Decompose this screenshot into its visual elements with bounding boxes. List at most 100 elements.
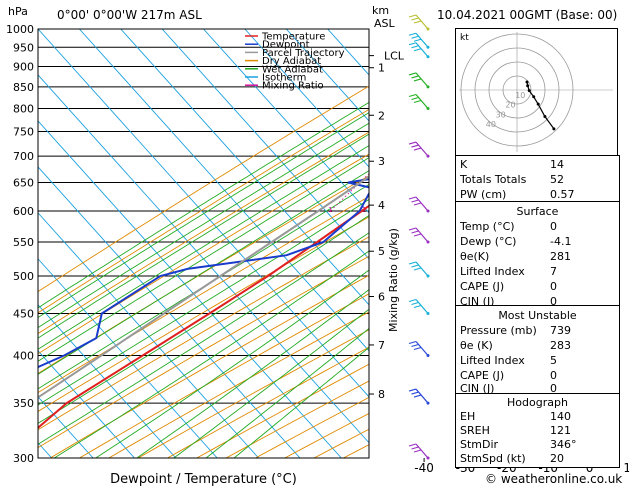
- asl-unit-label: ASL: [374, 17, 395, 30]
- mu-thetae-label: θe (K): [460, 339, 493, 352]
- pressure-tick-label: 350: [13, 397, 34, 410]
- isotherm-line: [203, 29, 369, 214]
- isotherm-line: [38, 166, 301, 458]
- wind-barb-base: [426, 353, 430, 357]
- wind-barb-flag: [411, 75, 419, 79]
- temp-tick-label: -40: [414, 461, 434, 475]
- index-tt-label: Totals Totals: [460, 173, 527, 186]
- pressure-tick-label: 700: [13, 150, 34, 163]
- wind-barb-flag: [408, 14, 417, 18]
- hodo-sreh-value: 121: [550, 424, 571, 437]
- mu-thetae-value: 283: [550, 339, 571, 352]
- hodograph-point: [536, 102, 540, 106]
- legend-label: Isotherm: [262, 73, 306, 84]
- km-tick-label: 1: [378, 62, 385, 75]
- indices-box: K 14 Totals Totals 52 PW (cm) 0.57: [455, 155, 620, 204]
- hodograph-point: [525, 80, 529, 84]
- wind-barb-flag: [411, 35, 419, 39]
- wind-barb-flag: [408, 443, 417, 447]
- surface-title: Surface: [516, 205, 559, 218]
- wind-barb-flag: [408, 32, 417, 36]
- hodo-stmspd-value: 20: [550, 452, 564, 465]
- hodo-stmdir-label: StmDir: [460, 438, 499, 451]
- wet-adiabat-line: [38, 183, 369, 390]
- wind-barb-flag: [411, 391, 419, 395]
- wind-barb-flag: [413, 20, 422, 24]
- wind-barb-flag: [413, 147, 422, 151]
- wind-barb-staff: [415, 141, 429, 157]
- index-pw-value: 0.57: [550, 188, 575, 201]
- mu-pressure-value: 739: [550, 324, 571, 337]
- hodo-stmspd-label: StmSpd (kt): [460, 452, 526, 465]
- wet-adiabat-line: [38, 232, 369, 445]
- km-tick-label: 5: [378, 245, 385, 258]
- wind-barb-flag: [411, 199, 419, 203]
- hodograph-ring-label: 40: [486, 120, 496, 129]
- hodo-sreh-label: SREH: [460, 424, 490, 437]
- wind-barb-base: [426, 55, 430, 59]
- mu-cape-label: CAPE (J): [460, 369, 505, 382]
- dry-adiabat-line: [108, 311, 369, 458]
- dry-adiabat-line: [38, 216, 369, 412]
- legend-label: Dewpoint: [262, 40, 310, 51]
- pressure-tick-label: 400: [13, 349, 34, 362]
- wet-adiabat-line: [38, 214, 369, 424]
- wind-barb-flag: [413, 202, 422, 206]
- km-tick-label: 3: [378, 155, 385, 168]
- surface-li-label: Lifted Index: [460, 265, 525, 278]
- wind-barb-base: [426, 154, 430, 158]
- hodograph-unit-label: kt: [460, 33, 469, 43]
- isotherm-line: [79, 29, 369, 352]
- pressure-tick-label: 300: [13, 452, 34, 465]
- pressure-tick-label: 800: [13, 103, 34, 116]
- wind-barb-flag: [413, 267, 422, 271]
- surface-thetae-label: θe(K): [460, 250, 490, 263]
- hodo-stmdir-value: 346°: [550, 438, 577, 451]
- index-tt-value: 52: [550, 173, 564, 186]
- hodograph-ring-label: 20: [505, 101, 515, 110]
- pressure-tick-label: 750: [13, 126, 34, 139]
- wind-barb-flag: [408, 388, 417, 392]
- wind-barb-flag: [413, 394, 422, 398]
- pressure-tick-label: 500: [13, 270, 34, 283]
- wind-barb-base: [426, 274, 430, 278]
- dry-adiabat-line: [38, 153, 369, 355]
- wind-barb-base: [426, 85, 430, 89]
- wet-adiabat-line: [38, 122, 369, 329]
- hodograph-point: [532, 95, 536, 99]
- wind-barb-flag: [408, 141, 417, 145]
- mu-cin-label: CIN (J): [460, 382, 495, 395]
- temp-tick-label: 10: [623, 461, 629, 475]
- wind-barb-flag: [408, 42, 417, 46]
- mu-cape-value: 0: [550, 369, 557, 382]
- dry-adiabat-line: [38, 236, 369, 431]
- wet-adiabat-line: [173, 308, 369, 458]
- hodograph-ring-label: 10: [515, 91, 525, 100]
- hodograph-point: [552, 127, 556, 131]
- legend-label: Parcel Trajectory: [262, 48, 345, 59]
- wind-barb-flag: [408, 227, 417, 231]
- wind-barb-flag: [413, 38, 422, 42]
- wind-barb-base: [426, 45, 430, 49]
- dry-adiabat-line: [79, 293, 369, 458]
- wind-barb-flag: [413, 304, 422, 309]
- wind-barb-staff: [415, 94, 429, 109]
- wind-barb-flag: [411, 96, 419, 101]
- wind-barb-flag: [408, 340, 417, 345]
- surface-box: Surface Temp (°C) 0 Dewp (°C) -4.1 θe(K) 28…: [455, 201, 620, 308]
- km-tick-label: 8: [378, 388, 385, 401]
- hodograph-point: [526, 84, 530, 88]
- wind-barb-staff: [415, 261, 429, 277]
- wet-adiabat-line: [136, 289, 369, 458]
- wind-barb-flag: [411, 230, 419, 234]
- dry-adiabat-line: [137, 329, 369, 458]
- wind-barb-flag: [408, 93, 417, 98]
- km-tick-label: 6: [378, 291, 385, 304]
- hodograph-point: [527, 89, 531, 93]
- footer-credit: © weatheronline.co.uk: [485, 472, 623, 486]
- surface-li-value: 7: [550, 265, 557, 278]
- legend-label: Temperature: [261, 32, 325, 43]
- pressure-tick-label: 900: [13, 61, 34, 74]
- hodo-title: Hodograph: [507, 396, 568, 409]
